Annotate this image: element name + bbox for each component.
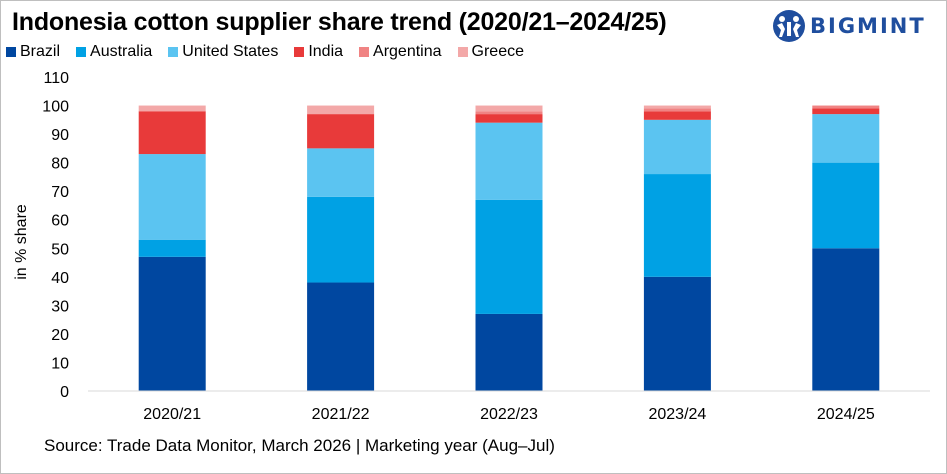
y-tick-label: 10 [51,355,69,372]
bar-segment-brazil [138,256,206,391]
y-tick-label: 50 [51,241,69,258]
bar-segment-argentina [812,105,880,109]
legend-label: Brazil [20,43,61,60]
bar-segment-india [307,114,375,149]
y-tick-label: 40 [51,270,69,287]
bar-segment-india [475,114,543,123]
bar-segment-brazil [307,282,375,391]
bar-segment-australia [307,196,375,283]
legend-label: Australia [90,43,153,60]
x-tick-label: 2024/25 [817,406,875,423]
legend-item-australia: Australia [76,43,152,61]
legend-label: Greece [471,43,524,60]
bar-segment-brazil [643,276,711,391]
bar-segment-argentina [643,108,711,112]
bar-segment-india [812,108,880,115]
chart-legend: Brazil Australia United States India Argenti… [6,43,540,61]
legend-swatch [457,47,468,57]
x-tick-label: 2022/23 [480,406,538,423]
y-tick-label: 110 [43,70,69,87]
legend-swatch [294,47,305,57]
y-tick-label: 60 [51,213,69,230]
legend-item-united-states: United States [168,43,278,61]
y-tick-label: 70 [51,184,69,201]
x-tick-label: 2020/21 [143,406,201,423]
y-tick-label: 80 [51,156,69,173]
bar-segment-australia [643,174,711,277]
brand-logo: BIGMINT [772,9,926,43]
bar-segment-india [643,111,711,120]
y-axis-title: in % share [13,204,30,280]
y-tick-label: 30 [51,298,69,315]
x-tick-label: 2021/22 [312,406,370,423]
bar-segment-united-states [307,148,375,197]
bar-segment-greece [138,105,206,112]
bar-segment-australia [475,199,543,314]
bar-segment-greece [643,105,711,109]
bar-segment-australia [138,239,206,257]
bar-segment-india [138,111,206,155]
bar-segment-united-states [475,122,543,200]
bar-segment-argentina [475,111,543,115]
y-tick-label: 90 [51,127,69,144]
legend-item-greece: Greece [457,43,524,61]
bar-segment-united-states [643,119,711,175]
bar-segment-greece [475,105,543,112]
y-tick-label: 20 [51,327,69,344]
bar-segment-united-states [812,114,880,163]
x-tick-label: 2023/24 [648,406,706,423]
legend-item-argentina: Argentina [359,43,442,61]
bigmint-people-logo-icon [773,10,805,42]
bar-segment-greece [307,105,375,115]
bar-segment-brazil [475,313,543,391]
bar-segment-australia [812,162,880,249]
bar-segment-united-states [138,154,206,240]
y-tick-label: 100 [42,99,69,116]
legend-swatch [76,47,87,57]
y-tick-label: 0 [60,384,69,401]
legend-item-india: India [294,43,343,61]
source-note: Source: Trade Data Monitor, March 2026 |… [44,436,555,455]
legend-swatch [6,47,16,57]
legend-label: India [308,43,344,60]
legend-label: Argentina [373,43,442,60]
brand-name: BIGMINT [810,14,926,38]
bar-segment-brazil [812,248,880,391]
legend-item-brazil: Brazil [6,43,60,61]
legend-swatch [168,47,179,57]
chart-title: Indonesia cotton supplier share trend (2… [12,8,667,36]
legend-label: United States [182,43,279,60]
legend-swatch [359,47,370,57]
